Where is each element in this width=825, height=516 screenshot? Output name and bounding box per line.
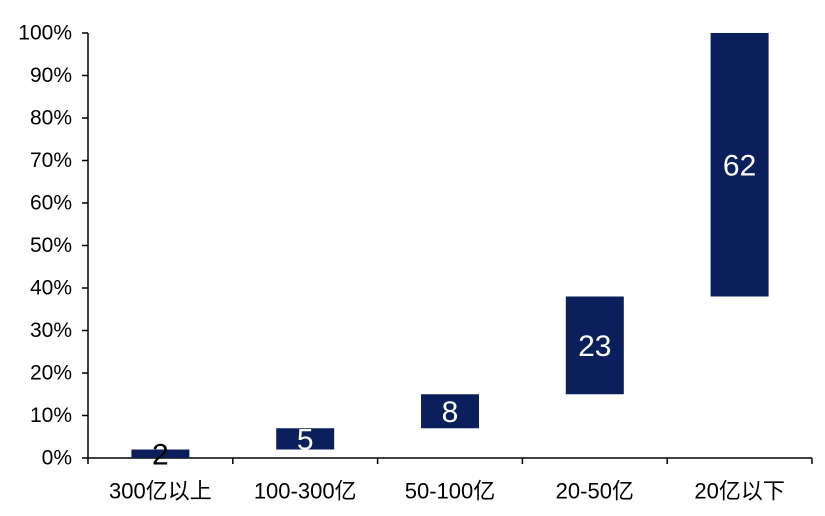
- bar: [710, 33, 769, 297]
- y-tick-label: 90%: [30, 64, 72, 87]
- x-category-label: 50-100亿: [405, 479, 496, 504]
- y-tick-label: 20%: [30, 362, 72, 385]
- bar-value-label: 62: [723, 149, 756, 182]
- bar-value-label: 8: [442, 396, 459, 429]
- y-tick-label: 100%: [18, 22, 72, 45]
- x-category-label: 20亿以下: [694, 479, 784, 504]
- x-category-label: 20-50亿: [556, 479, 634, 504]
- bars: [131, 33, 769, 458]
- y-tick-label: 80%: [30, 107, 72, 130]
- y-tick-label: 0%: [42, 447, 72, 470]
- y-tick-label: 40%: [30, 277, 72, 300]
- y-tick-label: 10%: [30, 404, 72, 427]
- y-tick-label: 30%: [30, 319, 72, 342]
- y-tick-label: 50%: [30, 234, 72, 257]
- bar: [131, 449, 190, 458]
- bar-value-label: 5: [297, 423, 314, 456]
- y-tick-label: 60%: [30, 192, 72, 215]
- bar: [276, 428, 335, 450]
- bar-value-label: 23: [578, 330, 611, 363]
- x-axis: 300亿以上 100-300亿 50-100亿 20-50亿 20亿以下: [87, 457, 813, 504]
- data-labels: 2 5 8 23 62: [152, 149, 756, 471]
- bar: [421, 394, 479, 429]
- x-category-label: 300亿以上: [109, 479, 212, 504]
- bar-value-label: 2: [152, 438, 169, 471]
- bar: [565, 296, 624, 395]
- y-axis: 0% 10% 20% 30% 40% 50% 60% 70% 80% 90% 100%: [18, 22, 89, 470]
- x-category-label: 100-300亿: [254, 479, 357, 504]
- y-tick-label: 70%: [30, 149, 72, 172]
